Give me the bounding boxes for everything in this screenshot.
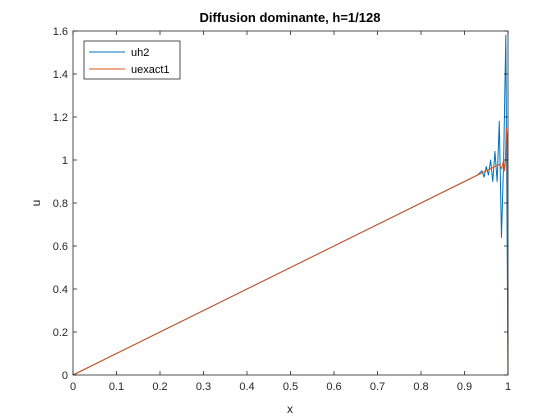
chart-title: Diffusion dominante, h=1/128: [200, 10, 381, 25]
series-line-uexact1: [72, 127, 509, 376]
x-axis: 0 0.1 0.2 0.3 0.4 0.5 0.6 0.7 0.8 0.9 1: [70, 31, 511, 393]
x-tick-label: 0.8: [413, 381, 428, 393]
y-tick-label: 1.4: [53, 69, 68, 81]
x-axis-label: x: [287, 402, 293, 416]
y-axis: 0 0.2 0.4 0.6 0.8 1 1.2 1.4 1.6: [53, 26, 508, 382]
series-layer: [72, 34, 509, 376]
y-tick-label: 0.6: [53, 241, 68, 253]
y-tick-label: 1: [62, 155, 68, 167]
y-tick-label: 0: [62, 370, 68, 382]
y-tick-label: 0.2: [53, 327, 68, 339]
legend: uh2 uexact1: [83, 40, 181, 80]
x-tick-label: 0.2: [152, 381, 167, 393]
x-tick-label: 0.3: [196, 381, 211, 393]
x-tick-label: 0.9: [457, 381, 472, 393]
x-tick-label: 1: [505, 381, 511, 393]
x-tick-label: 0.5: [283, 381, 298, 393]
x-tick-label: 0.4: [239, 381, 254, 393]
y-axis-label: u: [29, 200, 43, 207]
x-tick-label: 0: [70, 381, 76, 393]
x-tick-label: 0.6: [326, 381, 341, 393]
legend-box: [83, 40, 181, 80]
plot-area: [73, 31, 508, 375]
y-tick-label: 1.6: [53, 26, 68, 38]
x-tick-label: 0.7: [370, 381, 385, 393]
x-tick-label: 0.1: [109, 381, 124, 393]
y-tick-label: 1.2: [53, 112, 68, 124]
legend-label-uh2: uh2: [131, 47, 149, 59]
y-tick-label: 0.4: [53, 284, 68, 296]
y-tick-label: 0.8: [53, 198, 68, 210]
legend-label-uexact1: uexact1: [131, 64, 170, 76]
